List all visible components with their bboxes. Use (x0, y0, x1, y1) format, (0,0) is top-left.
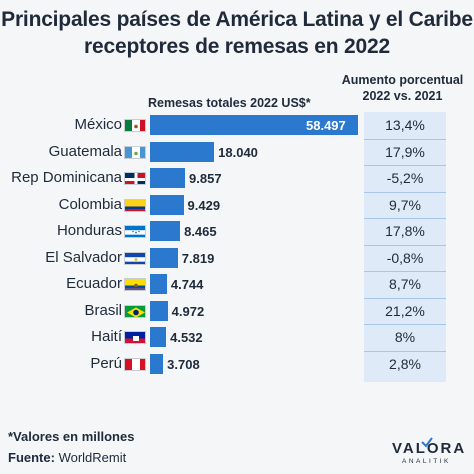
el-salvador-flag-icon (124, 251, 146, 265)
change-row-divider (364, 324, 446, 325)
source-line: Fuente: WorldRemit (8, 450, 126, 465)
bar-value-label: 4.972 (171, 303, 205, 319)
change-value-label: -0,8% (386, 249, 424, 266)
remittance-bar (150, 141, 215, 162)
change-header-line1: Aumento porcentual (341, 73, 464, 87)
valora-logo: VALORA ANALITIK (392, 436, 464, 470)
remittance-bar (150, 300, 168, 321)
bar-value-label: 8.465 (184, 224, 217, 239)
dominican-republic-flag-icon (124, 172, 146, 185)
remittance-bar (150, 327, 167, 347)
change-column-header: Aumento porcentual 2022 vs. 2021 (335, 72, 470, 104)
remittance-bar (150, 168, 186, 188)
bar-value-label: 58.497 (306, 118, 346, 133)
brazil-flag-icon (124, 304, 146, 318)
change-value-label: 8,7% (389, 276, 421, 292)
country-label: México (74, 116, 122, 133)
change-value-label: -5,2% (386, 170, 424, 186)
bar-value-label: 9.429 (187, 197, 221, 213)
source-value: WorldRemit (58, 450, 127, 465)
change-value-label: 9,7% (389, 196, 421, 213)
change-value-label: 8% (394, 329, 416, 345)
mexico-flag-icon (124, 119, 146, 132)
guatemala-flag-icon (124, 145, 146, 159)
change-row-divider (364, 138, 446, 140)
bar-value-label: 3.708 (167, 356, 200, 372)
change-value-label: 21,2% (385, 302, 425, 319)
chart-title: Principales países de América Latina y e… (0, 6, 474, 60)
bar-value-label: 4.744 (170, 277, 204, 292)
honduras-flag-icon (124, 225, 146, 238)
remittance-bar (150, 194, 184, 215)
country-label: Brasil (84, 301, 122, 319)
remittance-bar (150, 353, 164, 374)
country-label: El Salvador (45, 248, 122, 266)
change-row-divider (364, 191, 446, 193)
chart-title-line1: Principales países de América Latina y e… (1, 8, 473, 31)
change-row-divider (364, 271, 446, 272)
change-row-divider (364, 165, 446, 166)
bar-value-label: 7.819 (181, 250, 215, 266)
peru-flag-icon (124, 357, 146, 371)
logo-text: VALORA (392, 440, 467, 457)
country-label: Perú (90, 354, 122, 372)
remittance-bar (150, 247, 178, 268)
change-row-divider (364, 218, 446, 219)
change-row-divider (364, 244, 446, 246)
country-label: Honduras (56, 222, 122, 239)
change-column-panel (364, 112, 446, 382)
source-label: Fuente: (8, 450, 55, 465)
change-header-line2: 2022 vs. 2021 (362, 89, 443, 103)
bar-value-label: 9.857 (189, 171, 222, 186)
remittance-column-header: Remesas totales 2022 US$* (148, 96, 311, 110)
footnote: *Valores en millones (8, 429, 135, 444)
country-label: Guatemala (48, 142, 122, 160)
haiti-flag-icon (124, 331, 146, 344)
remittance-bar (150, 274, 167, 294)
country-label: Colombia (58, 195, 122, 213)
change-row-divider (364, 350, 446, 352)
logo-check-icon (421, 437, 433, 448)
bar-value-label: 4.532 (170, 330, 203, 345)
country-label: Haití (91, 328, 122, 345)
country-label: Rep Dominicana (11, 169, 122, 186)
change-value-label: 17,9% (385, 143, 425, 160)
chart-title-line2: receptores de remesas en 2022 (84, 35, 390, 58)
remittance-bar (150, 221, 181, 241)
change-row-divider (364, 297, 446, 299)
country-label: Ecuador (66, 275, 122, 292)
logo-subtext: ANALITIK (402, 458, 451, 465)
change-value-label: 17,8% (385, 223, 425, 239)
change-value-label: 2,8% (389, 355, 421, 372)
remittance-bar (150, 115, 358, 135)
bar-value-label: 18.040 (218, 144, 258, 160)
colombia-flag-icon (124, 198, 146, 212)
change-value-label: 13,4% (385, 117, 425, 133)
ecuador-flag-icon (124, 278, 146, 291)
